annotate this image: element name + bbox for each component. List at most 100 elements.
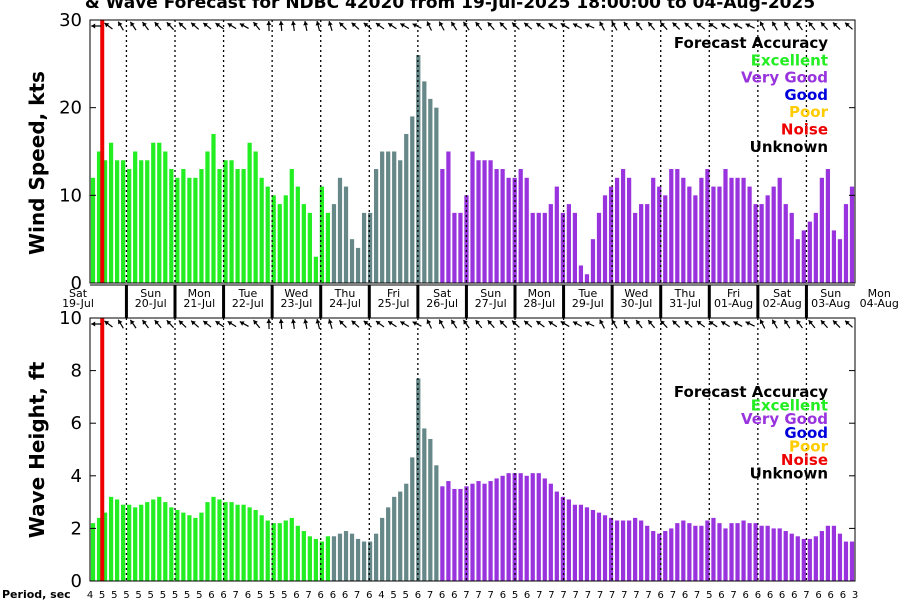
wind-bar [470, 151, 475, 283]
wave-bar [735, 523, 740, 581]
period-value: 5 [160, 590, 166, 600]
wave-direction-arrow [487, 319, 495, 329]
wind-direction-arrow [387, 22, 397, 30]
wave-bar [193, 517, 198, 581]
wave-legend-item: Good [784, 424, 828, 442]
wind-legend-item: Good [784, 86, 828, 104]
period-value: 7 [645, 590, 651, 600]
period-value: 6 [342, 590, 348, 600]
wind-direction-arrow [399, 22, 410, 30]
wind-bar [175, 177, 180, 283]
wave-direction-arrow [475, 319, 483, 329]
wind-direction-arrow [572, 23, 583, 29]
wave-bar [819, 531, 824, 581]
wind-bar [518, 169, 523, 283]
wind-bar [108, 142, 114, 283]
wind-direction-arrow [599, 21, 605, 31]
wave-bar [675, 523, 680, 581]
period-value: 6 [415, 590, 421, 600]
date-label-date: 30-Jul [620, 297, 652, 310]
wave-bar [494, 478, 499, 581]
wave-direction-arrow [129, 319, 137, 329]
wave-bar [500, 475, 505, 581]
wave-direction-arrow [733, 321, 743, 327]
wind-direction-arrow [684, 22, 693, 30]
wind-bar [139, 160, 144, 283]
wave-ytick-label: 4 [71, 466, 82, 487]
wind-speed-y-ticks: 0 10 20 30 [59, 10, 855, 294]
wind-bar [560, 212, 565, 283]
wave-bar [663, 531, 668, 581]
wind-direction-arrow [844, 22, 853, 30]
wind-direction-arrow [215, 22, 225, 30]
wave-direction-arrow [166, 319, 175, 329]
wave-ytick-label: 0 [71, 571, 82, 592]
wave-bar [325, 536, 331, 581]
period-value: 6 [500, 590, 506, 600]
period-value: 7 [548, 590, 554, 600]
period-value: 5 [281, 590, 287, 600]
wave-bar [717, 523, 722, 581]
wind-direction-arrow [611, 21, 618, 31]
wind-bar [277, 204, 282, 283]
wave-bar [163, 502, 168, 581]
wind-direction-arrow [327, 21, 333, 31]
wave-bar [187, 515, 192, 581]
wave-ytick-label: 8 [71, 361, 82, 382]
wind-direction-arrow [338, 22, 347, 30]
wave-bar [536, 473, 541, 581]
wave-bar [428, 438, 433, 581]
wave-direction-arrow [635, 319, 643, 329]
wave-direction-arrow [584, 321, 595, 327]
wave-bar [548, 483, 553, 581]
wave-direction-arrow [104, 320, 113, 328]
wind-bar [837, 239, 843, 283]
wind-direction-arrow [771, 21, 778, 31]
wave-direction-arrow [796, 319, 803, 329]
wind-bar [115, 160, 120, 283]
wind-direction-arrow [832, 22, 841, 30]
wave-bar [837, 533, 843, 581]
wave-direction-arrow [450, 319, 458, 329]
wave-ytick-label: 10 [59, 308, 82, 329]
wind-direction-arrow [142, 21, 149, 31]
wave-direction-arrow [759, 319, 766, 329]
wave-bar [410, 457, 415, 581]
period-value: 5 [512, 590, 518, 600]
date-label-date: 31-Jul [669, 297, 701, 310]
wind-bar [265, 186, 270, 283]
wave-direction-arrow [720, 320, 730, 328]
wind-direction-arrow [720, 22, 730, 30]
wind-bar [651, 177, 656, 283]
wind-bar [223, 160, 228, 283]
wind-bar [801, 230, 806, 283]
wind-direction-arrow [523, 22, 533, 30]
wind-bar [717, 186, 722, 283]
date-axis-strip: Sat19-JulSun20-JulMon21-JulTue22-JulWed2… [62, 284, 899, 318]
wave-bar [669, 528, 674, 581]
date-label-date: 25-Jul [378, 297, 410, 310]
wind-bar [331, 204, 337, 283]
wind-legend-item: Poor [789, 103, 829, 121]
wave-bar [590, 509, 596, 581]
wind-bar [440, 169, 445, 283]
wave-bar [289, 517, 294, 581]
wave-bar [753, 523, 758, 581]
wind-bar [476, 160, 481, 283]
wind-bar [506, 177, 511, 283]
date-label-date: 02-Aug [763, 297, 802, 310]
chart-title: & Wave Forecast for NDBC 42020 from 19-J… [85, 0, 815, 13]
wind-bar [289, 169, 294, 283]
wind-bar [307, 212, 312, 283]
wave-bar [241, 504, 246, 581]
wave-legend-item: Excellent [751, 397, 828, 415]
wave-direction-arrow [351, 320, 360, 328]
wind-bar [193, 177, 198, 283]
wind-direction-arrow [154, 21, 162, 31]
wave-bar [614, 520, 620, 581]
wave-bar [259, 515, 264, 581]
period-value: 6 [245, 590, 251, 600]
period-value: 7 [233, 590, 239, 600]
wind-bar [783, 204, 788, 283]
period-value: 7 [488, 590, 494, 600]
